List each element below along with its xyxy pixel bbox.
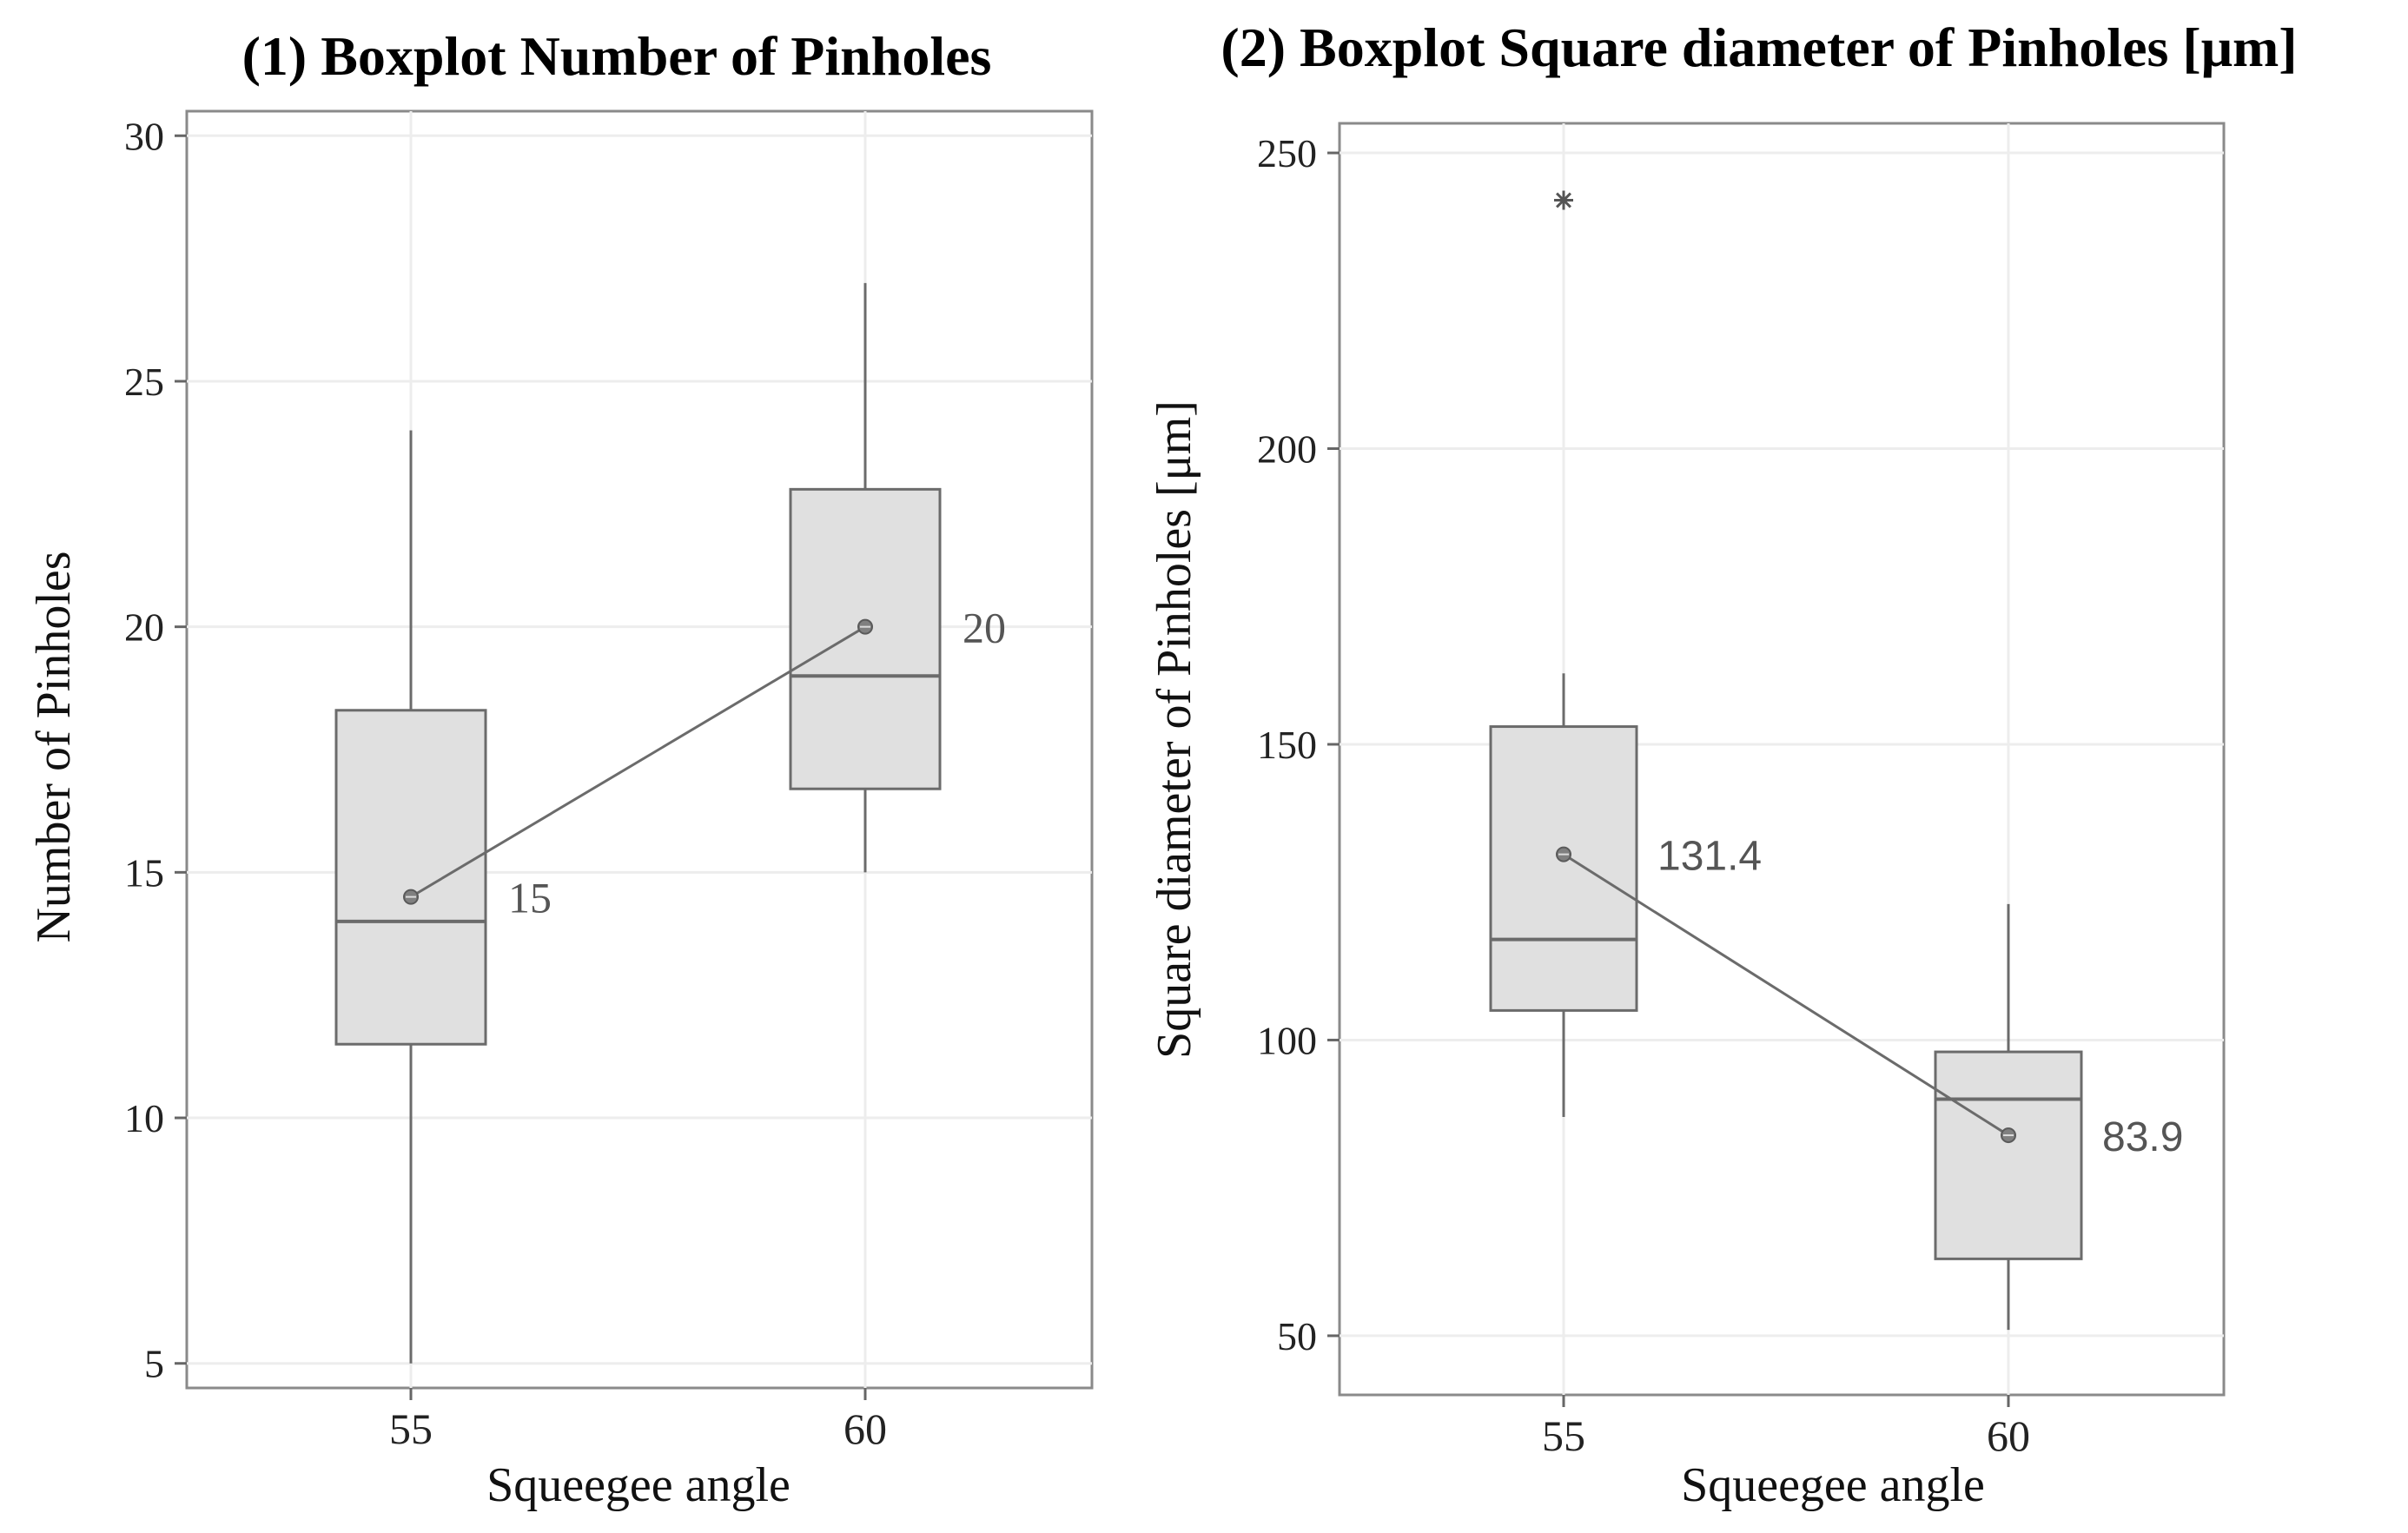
y-tick-label: 100: [1257, 1018, 1317, 1062]
y-tick-label: 15: [124, 850, 164, 895]
boxplot-number-of-pinholes: (1) Boxplot Number of Pinholes Squeegee …: [0, 0, 1121, 1533]
chart2-x-axis-label: Squeegee angle: [1681, 1458, 1985, 1512]
box-iqr: [334, 709, 487, 1046]
y-tick-label: 20: [124, 605, 164, 650]
y-tick-label: 50: [1277, 1314, 1317, 1358]
x-tick-label: 55: [389, 1404, 433, 1453]
y-tick-label: 250: [1257, 131, 1317, 175]
x-tick-label: 60: [1987, 1411, 2030, 1460]
chart1-title: (1) Boxplot Number of Pinholes: [242, 25, 992, 87]
y-tick-label: 10: [124, 1096, 164, 1140]
plot-panel: [1338, 122, 2226, 1397]
mean-value-label: 83.9: [2102, 1114, 2183, 1160]
boxplot-square-diameter-of-pinholes: (2) Boxplot Square diameter of Pinholes …: [1121, 0, 2408, 1533]
x-tick-label: 55: [1542, 1411, 1585, 1460]
y-tick-label: 25: [124, 360, 164, 404]
y-tick-label: 150: [1257, 723, 1317, 767]
chart2-svg: (2) Boxplot Square diameter of Pinholes …: [1148, 17, 2298, 1512]
y-tick-label: 200: [1257, 427, 1317, 472]
mean-value-label: 15: [508, 874, 552, 922]
mean-connector-line: [1563, 853, 2009, 1137]
chart1-x-axis-label: Squeegee angle: [486, 1458, 791, 1512]
box-iqr: [1489, 725, 1638, 1012]
chart2-title: (2) Boxplot Square diameter of Pinholes …: [1221, 17, 2297, 78]
mean-connector-line: [410, 625, 866, 898]
chart2-y-axis-label: Square diameter of Pinholes [μm]: [1148, 400, 1201, 1059]
box-iqr: [1934, 1050, 2083, 1260]
chart1-y-axis-label: Number of Pinholes: [27, 551, 81, 942]
y-tick-label: 30: [124, 114, 164, 158]
x-tick-label: 60: [843, 1404, 887, 1453]
outlier-point: [1554, 190, 1573, 210]
y-tick-label: 5: [144, 1342, 164, 1386]
mean-value-label: 20: [963, 604, 1006, 652]
plot-panel: [185, 109, 1094, 1390]
box-iqr: [789, 487, 942, 790]
chart1-svg: (1) Boxplot Number of Pinholes Squeegee …: [27, 25, 1094, 1512]
mean-value-label: 131.4: [1657, 834, 1762, 880]
